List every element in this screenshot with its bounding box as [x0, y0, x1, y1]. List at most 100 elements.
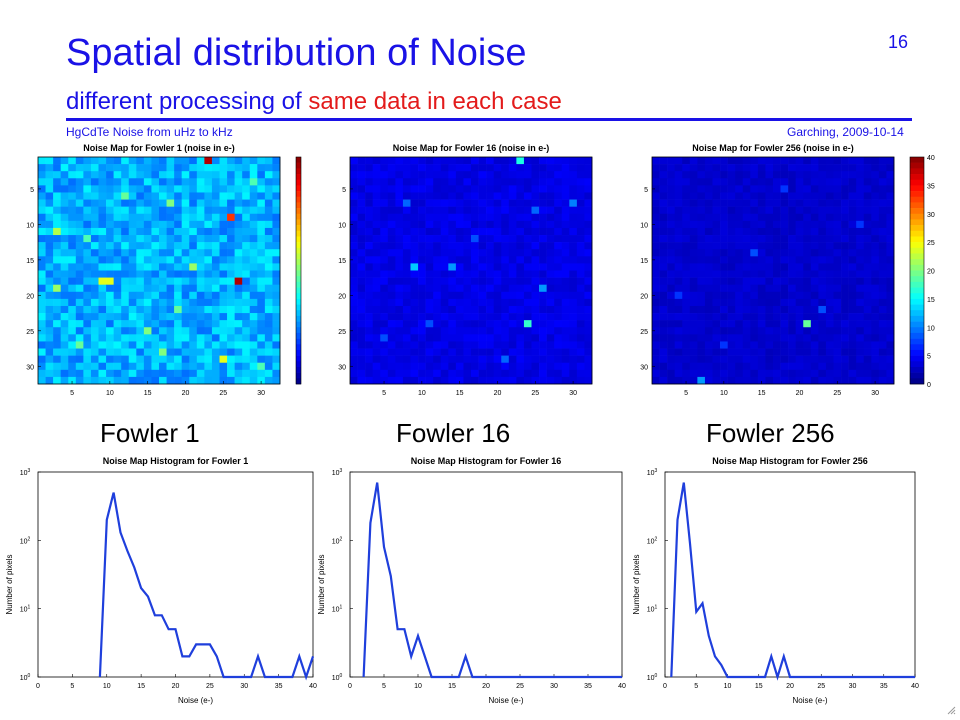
heatmap-cell	[174, 242, 182, 250]
heatmap-cell	[569, 277, 578, 285]
heatmap-cell	[674, 192, 683, 200]
heatmap-cell	[886, 185, 895, 193]
heatmap-cell	[825, 369, 834, 378]
heatmap-cell	[38, 291, 46, 300]
heatmap-cell	[159, 178, 167, 186]
heatmap-cell	[516, 320, 525, 328]
heatmap-cell	[166, 227, 175, 236]
heatmap-cell	[219, 334, 228, 342]
heatmap-cell	[174, 334, 182, 342]
heatmap-cell	[825, 277, 834, 285]
heatmap-cell	[372, 213, 381, 222]
heatmap-cell	[712, 263, 721, 271]
heatmap-cell	[448, 348, 457, 356]
heatmap-cell	[576, 206, 585, 215]
heatmap-cell	[83, 263, 92, 271]
heatmap-cell	[471, 291, 479, 300]
heatmap-cell	[493, 171, 502, 179]
heatmap-cell	[38, 341, 46, 349]
heatmap-cell	[272, 298, 281, 307]
heatmap-cell	[848, 206, 857, 215]
heatmap-cell	[189, 220, 198, 229]
heatmap-cell	[773, 220, 781, 229]
heatmap-cell	[841, 185, 849, 193]
heatmap-cell	[189, 164, 198, 172]
heatmap-cell	[264, 157, 273, 165]
heatmap-cell	[249, 327, 258, 335]
heatmap-cell	[204, 164, 213, 172]
y-tick-label: 15	[26, 258, 34, 265]
heatmap-cell	[189, 235, 198, 243]
heatmap-cell	[471, 298, 479, 307]
heatmap-cell	[106, 249, 114, 257]
heatmap-cell	[380, 284, 389, 293]
heatmap-cell	[53, 192, 61, 200]
colorbar-segment	[910, 225, 924, 232]
heatmap-cell	[264, 334, 273, 342]
heatmap-cell	[478, 178, 487, 186]
heatmap-cell	[659, 242, 668, 250]
heatmap-cell	[486, 206, 494, 215]
heatmap-cell	[576, 199, 585, 207]
heatmap-cell	[486, 305, 494, 314]
heatmap-cell	[584, 277, 593, 285]
heatmap-cell	[871, 227, 880, 236]
colorbar-segment	[910, 236, 924, 243]
heatmap-cell	[841, 305, 849, 314]
heatmap-cell	[546, 362, 555, 371]
heatmap-cell	[773, 369, 781, 378]
heatmap-cell	[433, 206, 442, 215]
y-tick-label: 10	[338, 222, 346, 229]
heatmap-cell	[841, 192, 849, 200]
heatmap-cell	[395, 192, 404, 200]
heatmap-cell	[531, 327, 540, 335]
heatmap-cell	[143, 256, 152, 264]
heatmap-cell	[136, 227, 145, 236]
heatmap-cell	[810, 298, 819, 307]
heatmap-cell	[264, 185, 273, 193]
heatmap-cell	[652, 320, 660, 328]
heatmap-cell	[143, 220, 152, 229]
heatmap-cell	[757, 291, 766, 300]
heatmap-cell	[803, 348, 812, 356]
heatmap-cell	[757, 242, 766, 250]
heatmap-cell	[886, 313, 895, 321]
colorbar-segment	[296, 287, 301, 294]
heatmap-cell	[106, 305, 114, 314]
heatmap-cell	[90, 369, 99, 378]
heatmap-cell	[584, 263, 593, 271]
heatmap-cell	[211, 227, 220, 236]
heatmap-cell	[90, 313, 99, 321]
heatmap-cell	[742, 199, 751, 207]
heatmap-cell	[554, 220, 563, 229]
heatmap-cell	[211, 284, 220, 293]
heatmap-cell	[697, 213, 706, 222]
heatmap-cell	[554, 334, 563, 342]
heatmap-cell	[68, 298, 77, 307]
colorbar-segment	[910, 281, 924, 288]
x-tick-label: 25	[833, 390, 841, 397]
heatmap-cell	[387, 235, 396, 243]
heatmap-cell	[727, 185, 736, 193]
heatmap-cell	[712, 220, 721, 229]
heatmap-cell	[848, 355, 857, 364]
heatmap-cell	[181, 341, 190, 349]
heatmap-cell	[272, 369, 281, 378]
heatmap-cell	[576, 369, 585, 378]
heatmap-cell	[727, 376, 736, 385]
heatmap-cell	[242, 270, 251, 278]
heatmap-cell	[227, 320, 235, 328]
heatmap-cell	[546, 199, 555, 207]
heatmap-cell	[765, 178, 774, 186]
heatmap-cell	[674, 157, 683, 165]
heatmap-cell	[584, 284, 593, 293]
heatmap-cell	[848, 171, 857, 179]
heatmap-cell	[833, 362, 842, 371]
heatmap-cell	[272, 341, 281, 349]
heatmap-cell	[113, 256, 122, 264]
heatmap-cell	[712, 277, 721, 285]
heatmap-cell	[455, 235, 464, 243]
heatmap-cell	[181, 291, 190, 300]
heatmap-cell	[128, 227, 137, 236]
heatmap-cell	[841, 256, 849, 264]
